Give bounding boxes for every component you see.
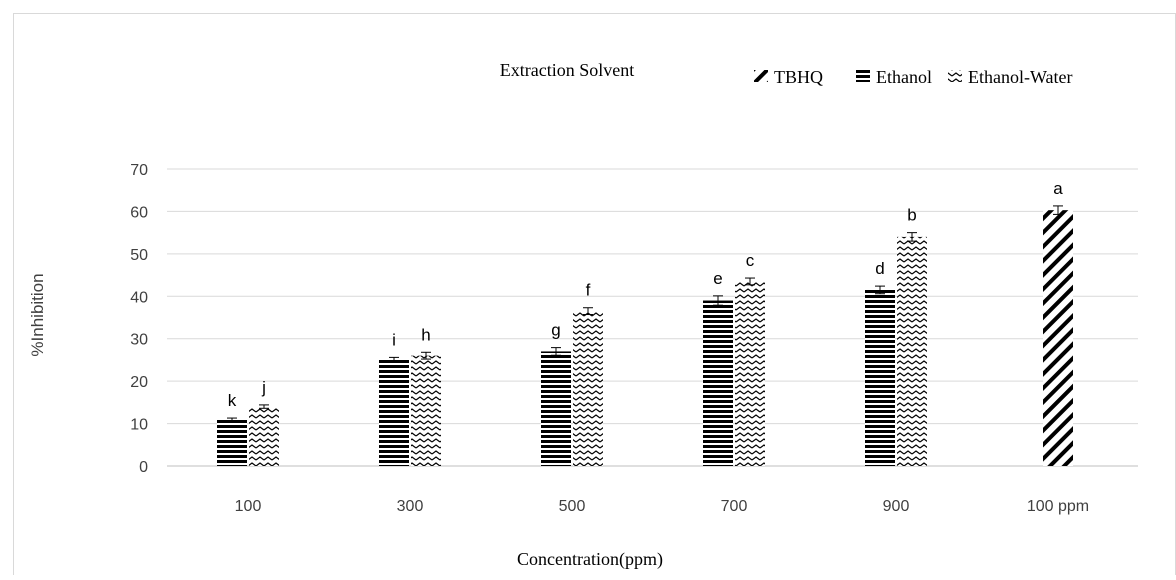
y-tick-label: 10 [130, 417, 148, 434]
significance-letter: k [228, 391, 237, 410]
gridlines [167, 168, 1138, 467]
y-axis-label: %Inhibition [28, 273, 47, 356]
y-tick-label: 50 [130, 247, 148, 264]
bar-ethanol [379, 359, 409, 466]
x-tick-label: 700 [721, 498, 748, 515]
legend-item-ethanol: Ethanol [856, 67, 932, 87]
significance-letter: c [746, 251, 755, 270]
y-tick-label: 20 [130, 374, 148, 391]
significance-letter: h [421, 325, 430, 344]
significance-letter: d [875, 259, 884, 278]
bar-ethanol-water [735, 281, 765, 466]
y-axis-ticks: 0 10 20 30 40 50 60 70 [130, 162, 148, 476]
bar-ethanol-water [573, 311, 603, 466]
y-tick-label: 0 [139, 459, 148, 476]
significance-letter: b [907, 206, 916, 225]
bars: k j i h g f e c d b a [217, 179, 1073, 466]
significance-letter: e [713, 269, 722, 288]
y-tick-label: 30 [130, 332, 148, 349]
bar-ethanol-water [897, 236, 927, 466]
bar-ethanol-water [411, 355, 441, 466]
legend-item-tbhq: TBHQ [754, 67, 823, 87]
bar-tbhq [1043, 210, 1073, 466]
x-tick-label: 900 [883, 498, 910, 515]
x-tick-label: 100 [235, 498, 262, 515]
x-axis-label: Concentration(ppm) [517, 549, 663, 570]
x-axis-ticks: 100 300 500 700 900 100 ppm [235, 498, 1089, 515]
x-tick-label: 500 [559, 498, 586, 515]
x-tick-label: 100 ppm [1027, 498, 1089, 515]
significance-letter: a [1053, 179, 1063, 198]
y-tick-label: 40 [130, 289, 148, 306]
y-tick-label: 70 [130, 162, 148, 179]
legend-item-ethanol-water: Ethanol-Water [948, 67, 1073, 87]
x-tick-label: 300 [397, 498, 424, 515]
legend-title: Extraction Solvent [500, 60, 634, 80]
legend-label: Ethanol-Water [968, 67, 1073, 87]
bar-ethanol [703, 300, 733, 466]
legend-swatch [948, 70, 962, 82]
bar-ethanol-water [249, 406, 279, 466]
significance-letter: j [261, 378, 266, 397]
significance-letter: i [392, 330, 396, 349]
significance-letter: f [586, 281, 591, 300]
legend-label: TBHQ [774, 67, 823, 87]
y-tick-label: 60 [130, 204, 148, 221]
chart-border [13, 13, 1176, 580]
legend-label: Ethanol [876, 67, 932, 87]
significance-letter: g [551, 321, 560, 340]
bar-ethanol [217, 419, 247, 466]
legend-swatch [856, 70, 870, 82]
legend-swatch [754, 70, 768, 82]
bar-ethanol [541, 351, 571, 466]
bar-ethanol [865, 289, 895, 466]
legend: TBHQ Ethanol Ethanol-Water [754, 67, 1073, 87]
